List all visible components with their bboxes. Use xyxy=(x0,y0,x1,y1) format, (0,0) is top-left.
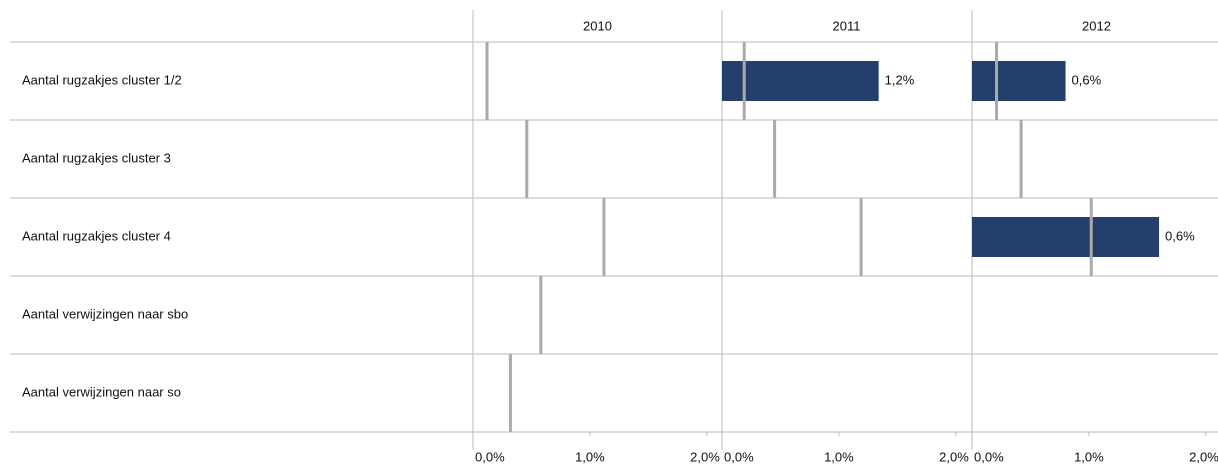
row-label: Aantal rugzakjes cluster 1/2 xyxy=(22,72,182,87)
panel-title: 2012 xyxy=(1082,18,1111,33)
panel-title: 2010 xyxy=(583,18,612,33)
x-tick-label: 0,0% xyxy=(724,449,754,464)
x-tick-label: 0,0% xyxy=(475,449,505,464)
bar xyxy=(972,61,1066,101)
row-label: Aantal rugzakjes cluster 4 xyxy=(22,228,171,243)
bar xyxy=(722,61,879,101)
x-tick-label: 1,0% xyxy=(575,449,605,464)
x-tick-label: 1,0% xyxy=(824,449,854,464)
bar-label: 0,6% xyxy=(1165,228,1195,243)
bar-label: 1,2% xyxy=(885,72,915,87)
row-label: Aantal rugzakjes cluster 3 xyxy=(22,150,171,165)
x-tick-label: 0,0% xyxy=(974,449,1004,464)
x-tick-label: 1,0% xyxy=(1074,449,1104,464)
bar-label: 0,6% xyxy=(1072,72,1102,87)
x-tick-label: 2,0% xyxy=(1189,449,1218,464)
x-tick-label: 2,0% xyxy=(939,449,969,464)
bar xyxy=(972,217,1160,257)
row-label: Aantal verwijzingen naar so xyxy=(22,384,181,399)
panel-title: 2011 xyxy=(833,18,861,33)
x-tick-label: 2,0% xyxy=(690,449,720,464)
row-label: Aantal verwijzingen naar sbo xyxy=(22,306,188,321)
